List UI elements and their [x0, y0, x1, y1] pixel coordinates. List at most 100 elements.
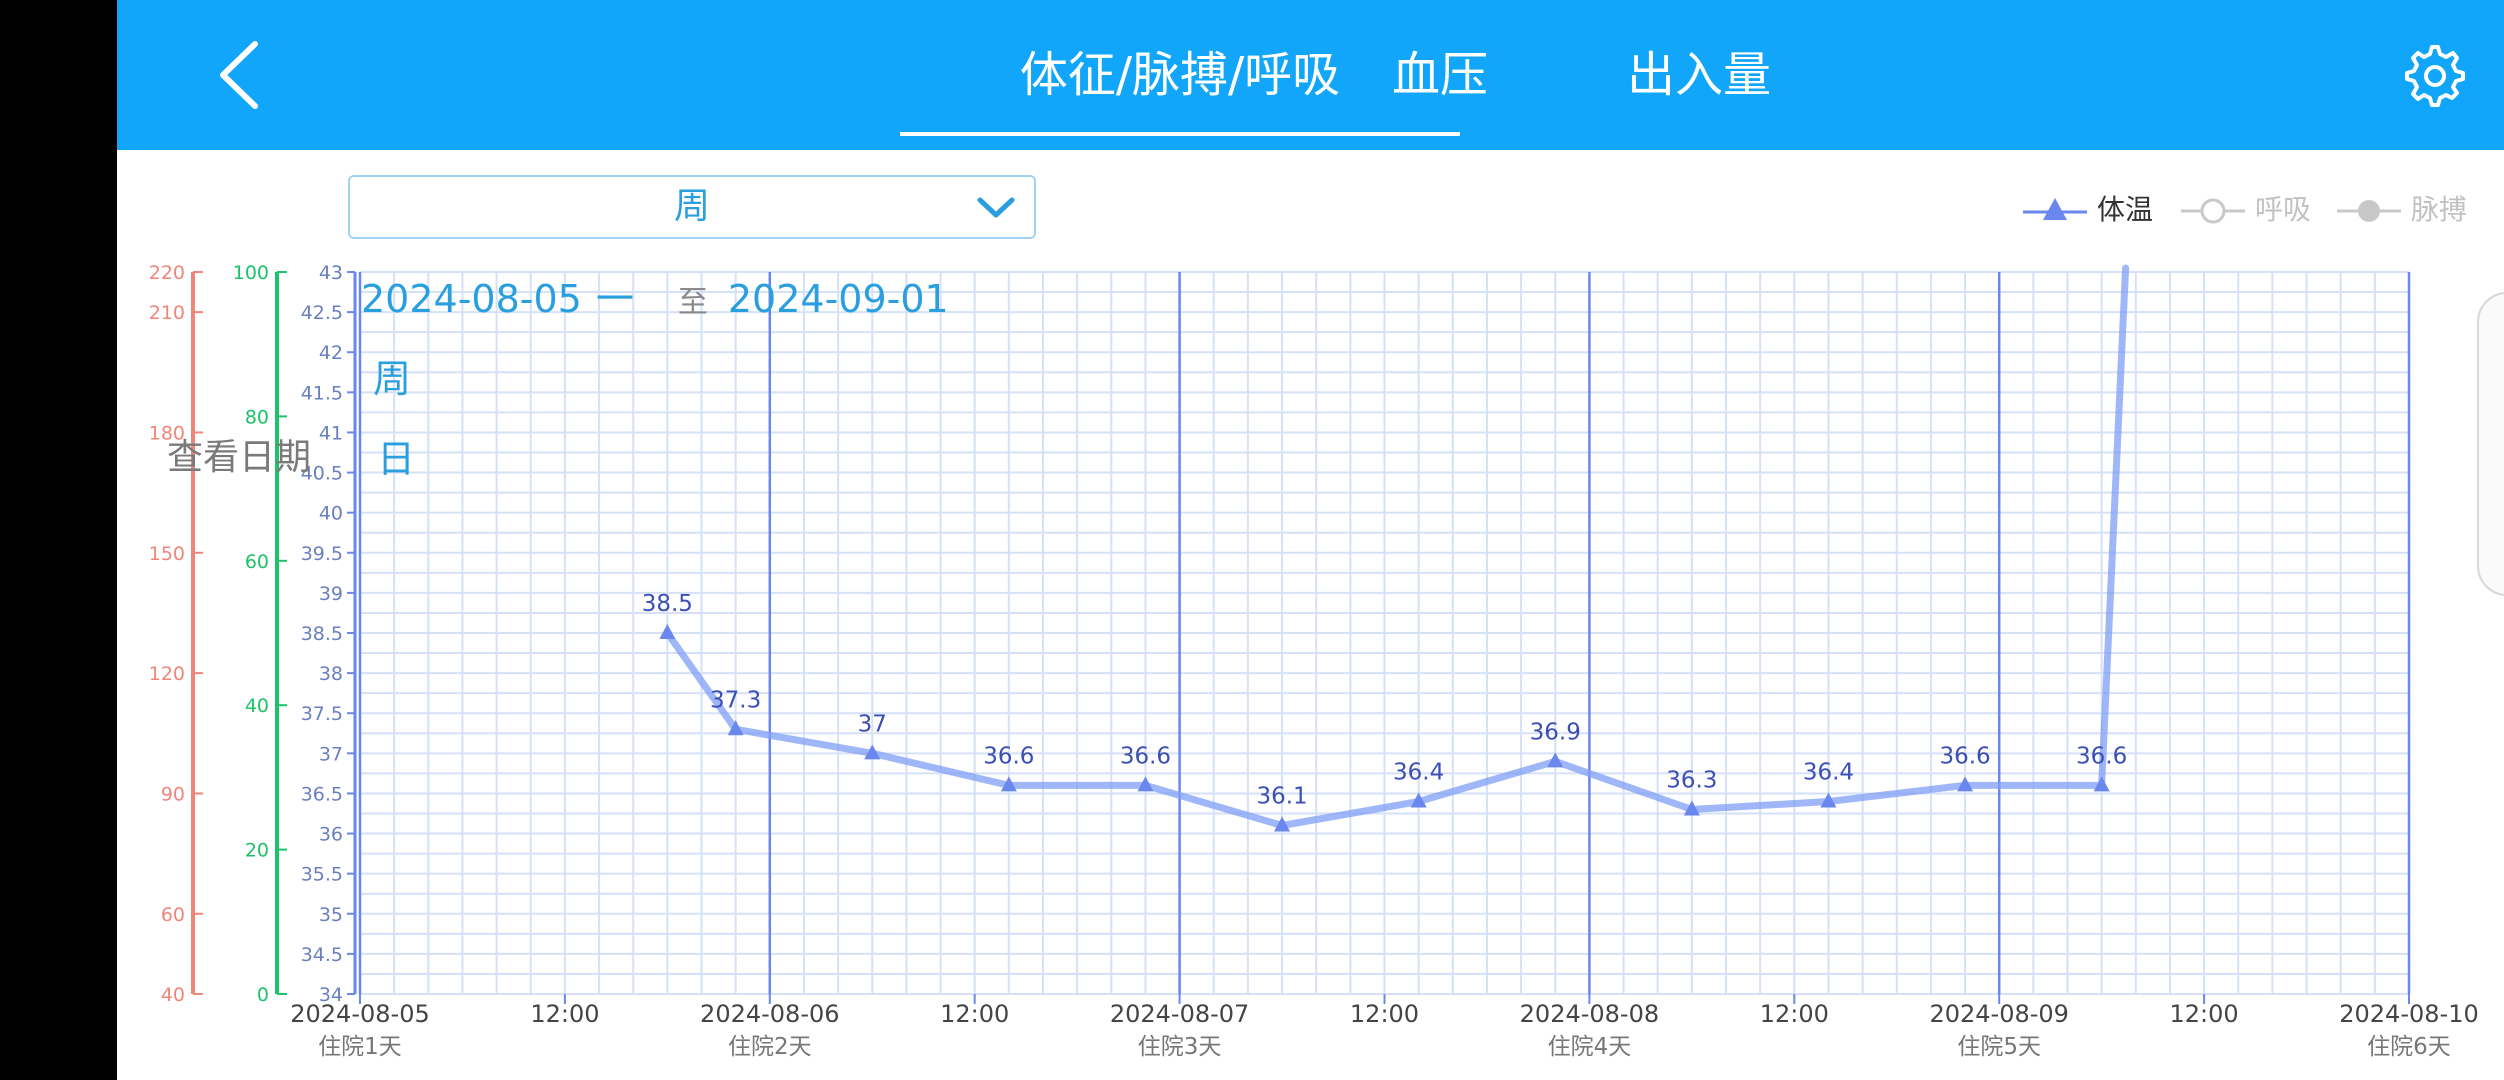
- legend-label: 脉搏: [2411, 193, 2468, 226]
- date-range: 2024-08-05 一 至 2024-09-01: [361, 268, 949, 323]
- temperature-data-label: 36.4: [1803, 759, 1854, 785]
- temperature-tick-label: 38: [319, 663, 343, 685]
- pulse-tick-label: 40: [161, 984, 185, 1006]
- pulse-tick-label: 220: [149, 262, 185, 284]
- respiration-tick-label: 40: [245, 695, 269, 717]
- settings-button[interactable]: [2397, 40, 2467, 110]
- temperature-tick-label: 39.5: [301, 543, 343, 565]
- respiration-tick-label: 60: [245, 551, 269, 573]
- day-view-button[interactable]: 日: [377, 437, 416, 481]
- x-tick-label: 2024-08-05: [290, 1000, 429, 1028]
- pulse-tick-label: 90: [161, 783, 185, 805]
- temperature-data-label: 36.9: [1530, 719, 1581, 745]
- temperature-point: [1683, 800, 1700, 816]
- x-tick-sublabel: 住院1天: [318, 1034, 402, 1060]
- active-tab-indicator: [900, 132, 1460, 136]
- side-drawer-handle[interactable]: [2477, 292, 2504, 596]
- temperature-tick-label: 35.5: [301, 864, 343, 886]
- x-tick-label: 2024-08-09: [1929, 1000, 2068, 1028]
- pulse-tick-label: 150: [149, 543, 185, 565]
- tab-vitals[interactable]: 体征/脉搏/呼吸: [1019, 47, 1341, 103]
- temperature-tick-label: 36.5: [301, 783, 343, 805]
- top-navigation-bar: 体征/脉搏/呼吸 血压 出入量: [117, 0, 2504, 150]
- temperature-tick-label: 40.5: [301, 463, 343, 485]
- tab-blood-pressure[interactable]: 血压: [1391, 47, 1488, 103]
- app-screen: 体征/脉搏/呼吸 血压 出入量 周 体温 呼吸: [117, 0, 2504, 1080]
- temperature-point: [1274, 816, 1291, 832]
- range-to-label: 至: [677, 285, 708, 320]
- chevron-left-icon: [220, 41, 258, 109]
- x-tick-label: 2024-08-07: [1110, 1000, 1249, 1028]
- respiration-tick-label: 100: [233, 262, 269, 284]
- legend-item-temperature[interactable]: 体温: [2021, 190, 2161, 230]
- temperature-data-label: 36.3: [1666, 767, 1717, 793]
- temperature-point: [1820, 792, 1837, 808]
- temperature-tick-label: 36: [319, 824, 343, 846]
- temperature-point: [864, 744, 881, 760]
- x-tick-label: 12:00: [2170, 1000, 2239, 1028]
- temperature-data-label: 36.6: [1939, 743, 1990, 769]
- temperature-tick-label: 42: [319, 342, 343, 364]
- pulse-tick-label: 60: [161, 904, 185, 926]
- temperature-data-label: 37.3: [710, 687, 761, 713]
- pulse-tick-label: 180: [149, 422, 185, 444]
- end-date[interactable]: 2024-09-01: [727, 277, 949, 321]
- respiration-tick-label: 20: [245, 840, 269, 862]
- vital-signs-chart: 2024-08-05 住院1天 12:00 2024-08-06 住院2天 12:00 20…: [149, 262, 2479, 1060]
- x-tick-sublabel: 住院4天: [1548, 1034, 1632, 1060]
- temperature-data-label: 36.6: [983, 743, 1034, 769]
- hollow-circle-marker-icon: [2181, 198, 2245, 224]
- respiration-tick-label: 0: [257, 984, 269, 1006]
- x-tick-sublabel: 住院2天: [728, 1034, 812, 1060]
- x-tick-sublabel: 住院6天: [2367, 1034, 2451, 1060]
- temperature-data-label: 36.6: [1120, 743, 1171, 769]
- temperature-data-label: 36.4: [1393, 759, 1444, 785]
- temperature-data-label: 38.5: [642, 591, 693, 617]
- x-tick-sublabel: 住院5天: [1957, 1034, 2041, 1060]
- legend-item-pulse[interactable]: 脉搏: [2335, 190, 2475, 230]
- temperature-tick-label: 34: [319, 984, 343, 1006]
- tab-intake-output[interactable]: 出入量: [1626, 47, 1771, 103]
- period-select[interactable]: 周: [348, 175, 1036, 239]
- temperature-point: [727, 720, 744, 736]
- temperature-tick-label: 38.5: [301, 623, 343, 645]
- pulse-tick-label: 210: [149, 302, 185, 324]
- back-button[interactable]: [213, 38, 273, 112]
- x-tick-label: 12:00: [1350, 1000, 1419, 1028]
- week-view-button[interactable]: 周: [373, 357, 412, 401]
- chevron-down-icon: [977, 197, 1015, 218]
- respiration-tick-label: 80: [245, 406, 269, 428]
- temperature-tick-label: 43: [319, 262, 343, 284]
- x-tick-label: 12:00: [530, 1000, 599, 1028]
- x-tick-label: 2024-08-10: [2339, 1000, 2478, 1028]
- legend-label: 体温: [2097, 193, 2154, 226]
- triangle-marker-icon: [2023, 198, 2087, 220]
- temperature-tick-label: 40: [319, 503, 343, 525]
- temperature-data-label: 36.6: [2076, 743, 2127, 769]
- legend-item-respiration[interactable]: 呼吸: [2179, 190, 2312, 230]
- x-tick-label: 2024-08-08: [1520, 1000, 1659, 1028]
- x-tick-label: 2024-08-06: [700, 1000, 839, 1028]
- temperature-tick-label: 35: [319, 904, 343, 926]
- legend-label: 呼吸: [2255, 193, 2312, 226]
- x-tick-sublabel: 住院3天: [1138, 1034, 1222, 1060]
- temperature-tick-label: 34.5: [301, 944, 343, 966]
- temperature-point: [1410, 792, 1427, 808]
- temperature-tick-label: 41: [319, 422, 343, 444]
- temperature-point: [1137, 776, 1154, 792]
- temperature-data-label: 36.1: [1256, 784, 1307, 810]
- temperature-tick-label: 39: [319, 583, 343, 605]
- temperature-point: [1547, 752, 1564, 768]
- temperature-tick-label: 37.5: [301, 703, 343, 725]
- temperature-point: [2093, 776, 2110, 792]
- temperature-point: [1957, 776, 1974, 792]
- period-select-value: 周: [673, 186, 710, 227]
- x-tick-label: 12:00: [940, 1000, 1009, 1028]
- pulse-tick-label: 120: [149, 663, 185, 685]
- start-date[interactable]: 2024-08-05: [361, 277, 582, 321]
- temperature-data-label: 37: [858, 711, 887, 737]
- gear-icon: [2405, 45, 2465, 107]
- temperature-tick-label: 42.5: [301, 302, 343, 324]
- temperature-point: [1000, 776, 1017, 792]
- view-date-label: 查看日期: [167, 437, 312, 478]
